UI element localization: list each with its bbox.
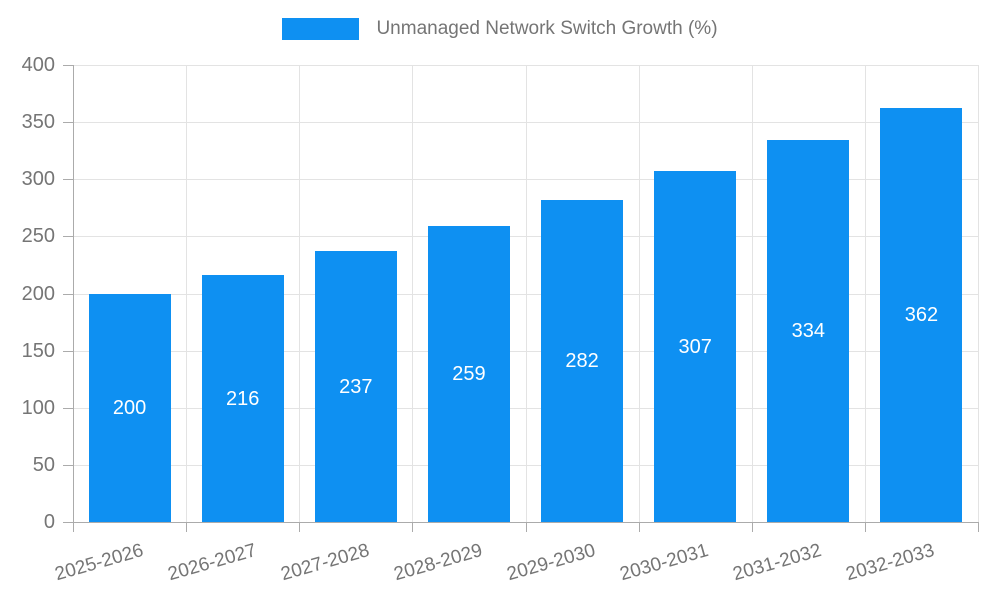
gridline-vertical xyxy=(186,65,188,522)
y-axis-tick xyxy=(63,236,73,238)
y-axis-tick-label: 300 xyxy=(21,168,55,191)
bar-value-label: 216 xyxy=(226,387,260,410)
y-axis-tick-label: 350 xyxy=(21,111,55,134)
bar-value-label: 307 xyxy=(678,335,712,358)
y-axis-tick xyxy=(63,179,73,181)
legend-label: Unmanaged Network Switch Growth (%) xyxy=(376,18,718,39)
bar-value-label: 259 xyxy=(452,363,486,386)
y-axis-tick-label: 0 xyxy=(43,511,55,533)
x-axis-tick xyxy=(186,522,188,532)
legend-swatch-icon xyxy=(282,18,360,40)
y-axis-line xyxy=(73,65,74,532)
bar[interactable] xyxy=(880,108,963,522)
y-axis-tick-label: 400 xyxy=(21,54,55,76)
x-axis-tick xyxy=(299,522,301,532)
gridline-vertical xyxy=(978,65,979,522)
gridline-vertical xyxy=(864,65,866,522)
bar[interactable] xyxy=(88,293,171,522)
y-axis-tick xyxy=(63,350,73,352)
y-axis-tick xyxy=(63,122,73,124)
x-axis-tick xyxy=(412,522,414,532)
gridline-vertical xyxy=(751,65,753,522)
x-axis-tick xyxy=(978,522,979,532)
bar-value-label: 362 xyxy=(904,304,939,327)
y-axis-tick xyxy=(63,293,73,295)
y-axis-tick xyxy=(63,65,73,66)
bar[interactable] xyxy=(654,171,737,522)
bar[interactable] xyxy=(767,140,850,522)
legend[interactable]: Unmanaged Network Switch Growth (%) xyxy=(0,18,1000,40)
gridline-vertical xyxy=(412,65,414,522)
x-axis-line xyxy=(63,522,978,523)
y-axis-tick-label: 200 xyxy=(21,282,55,305)
bar-value-label: 200 xyxy=(112,396,147,419)
y-axis-tick-label: 150 xyxy=(21,339,55,362)
y-axis-tick-label: 250 xyxy=(21,225,55,248)
gridline-vertical xyxy=(299,65,301,522)
y-axis-tick xyxy=(63,407,73,409)
bar-value-label: 282 xyxy=(565,349,599,372)
bar-value-label: 334 xyxy=(791,320,825,343)
x-axis-tick xyxy=(638,522,640,532)
bar[interactable] xyxy=(541,199,624,522)
gridline-vertical xyxy=(525,65,527,522)
x-axis-tick xyxy=(751,522,753,532)
bar-value-label: 237 xyxy=(339,375,373,398)
bar[interactable] xyxy=(427,226,510,522)
y-axis-tick xyxy=(63,464,73,466)
bar[interactable] xyxy=(201,275,284,522)
gridline-vertical xyxy=(638,65,640,522)
y-axis-tick-label: 50 xyxy=(32,453,55,476)
x-axis-tick xyxy=(525,522,527,532)
bar[interactable] xyxy=(314,251,397,522)
y-axis-tick-label: 100 xyxy=(21,396,55,419)
x-axis-tick xyxy=(864,522,866,532)
